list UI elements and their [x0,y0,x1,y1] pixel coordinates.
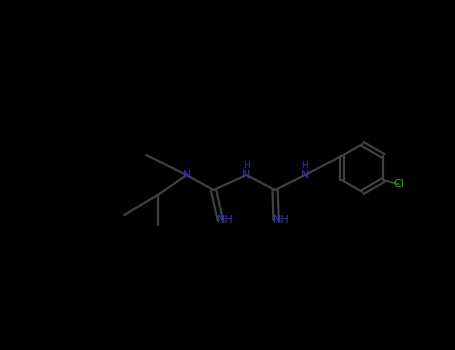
Text: N: N [182,170,191,180]
Text: H: H [302,161,308,170]
Text: N: N [301,170,309,180]
Text: NH: NH [217,215,234,225]
Text: Cl: Cl [393,180,404,189]
Text: H: H [243,161,250,170]
Text: N: N [242,170,250,180]
Text: NH: NH [273,215,290,225]
